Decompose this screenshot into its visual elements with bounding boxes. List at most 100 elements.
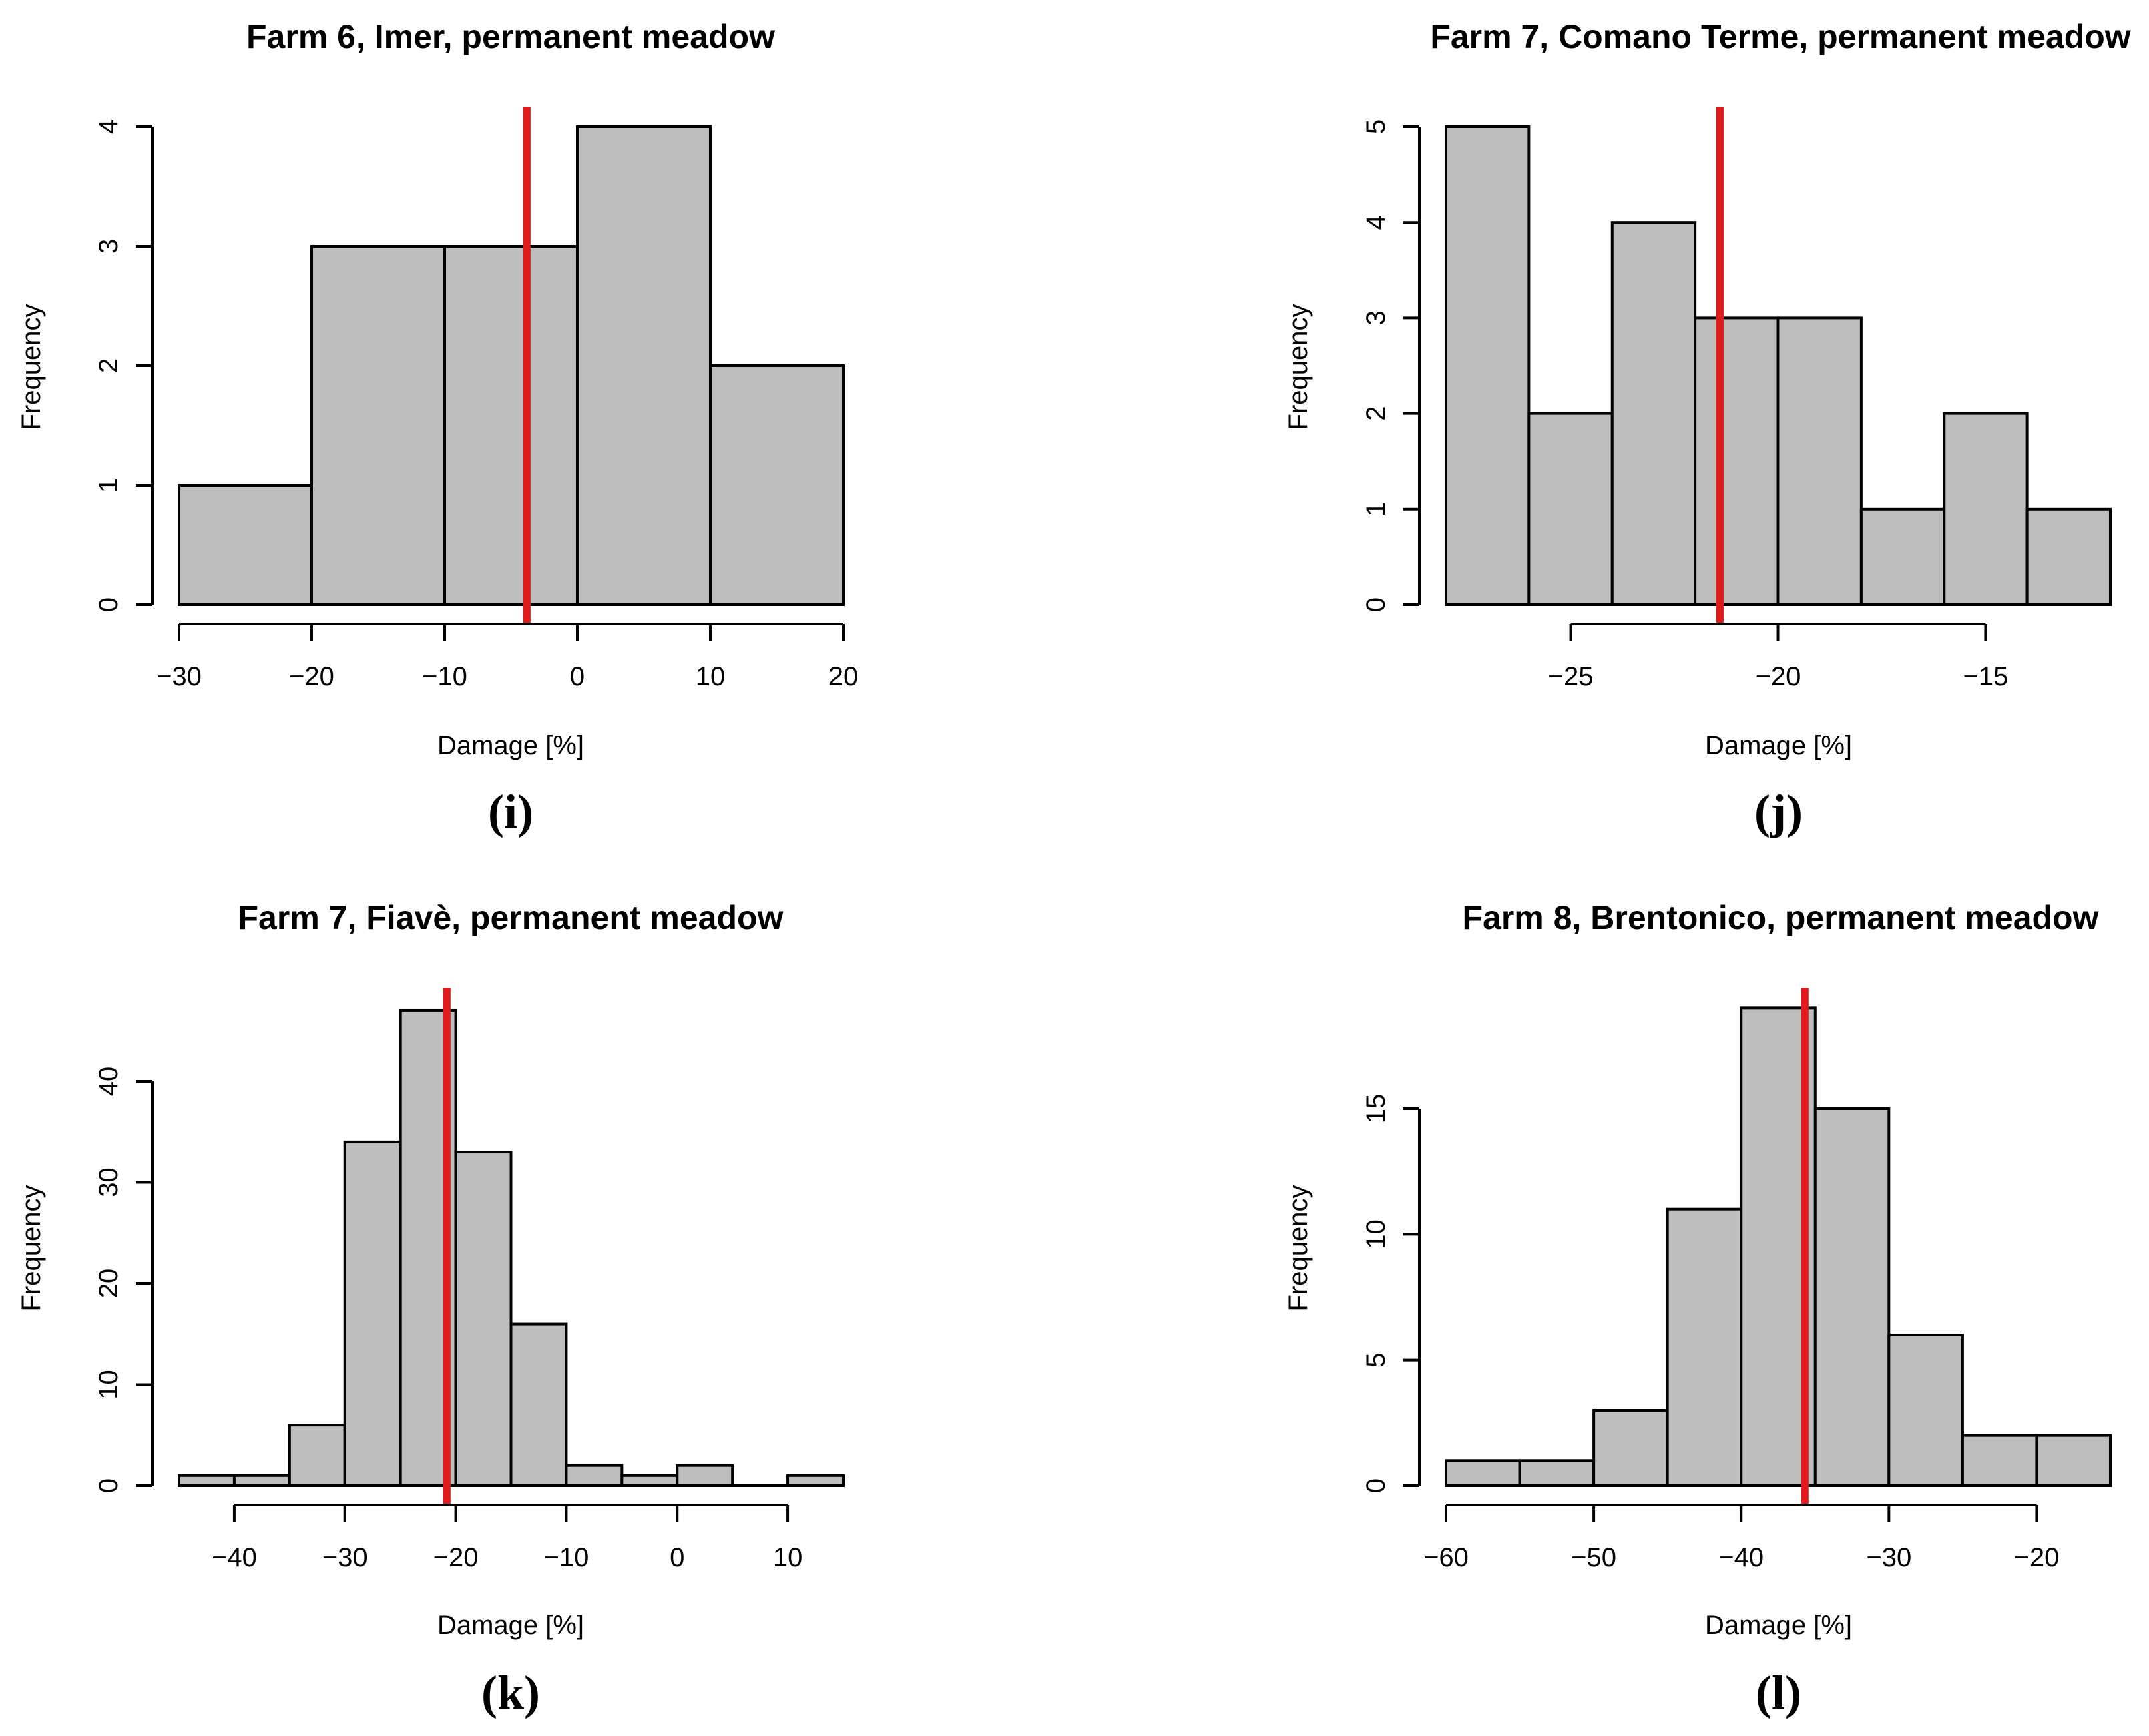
x-tick-label: 10 [773,1543,803,1572]
panel-label: (l) [1756,1666,1801,1719]
y-tick-label: 15 [1361,1094,1391,1124]
y-tick-label: 0 [94,1478,124,1493]
x-tick-label: −50 [1571,1543,1616,1572]
x-axis-label: Damage [%] [437,1611,584,1640]
x-tick-label: −40 [1718,1543,1764,1572]
histogram-bar [1859,507,1946,606]
histogram-bar [232,1474,291,1488]
x-tick-label: −40 [212,1543,257,1572]
histogram-bar [288,1424,346,1488]
x-tick-label: 20 [828,662,859,691]
x-axis-label: Damage [%] [1705,731,1852,760]
x-tick-label: −20 [2014,1543,2060,1572]
histogram-bar [1592,1409,1669,1487]
x-axis: −30 −20 −10 0 10 20 [156,623,859,691]
y-tick-label: 2 [1361,406,1391,420]
y-tick-label: 40 [94,1067,124,1097]
histogram-bar [1887,1334,1964,1487]
x-tick-label: −30 [1866,1543,1911,1572]
histogram-bar [1445,125,1531,606]
histogram-bar [1776,316,1863,606]
bars [178,125,845,606]
x-tick-label: −10 [422,662,467,691]
x-tick-label: −60 [1423,1543,1469,1572]
histogram-bar [2035,1434,2112,1488]
histogram-bar [1527,412,1614,606]
x-axis-label: Damage [%] [1705,1611,1852,1640]
histogram-bar [509,1322,568,1487]
y-axis: 0 5 10 15 [1361,1094,1421,1493]
histogram-bar [1518,1459,1596,1487]
y-tick-label: 5 [1361,1353,1391,1368]
chart-title: Farm 7, Fiavè, permanent meadow [238,899,784,936]
bars [1445,1006,2112,1488]
panel-label: (i) [488,785,533,838]
histogram-bar [454,1151,513,1488]
y-axis-label: Frequency [1284,304,1313,430]
y-tick-label: 0 [1361,597,1391,612]
y-tick-label: 3 [1361,310,1391,325]
histogram-bar [1694,316,1780,606]
x-tick-label: −30 [156,662,202,691]
histogram-bar [1813,1107,1891,1487]
chart-title: Farm 7, Comano Terme, permanent meadow [1430,18,2130,55]
histogram-bar [1943,412,2029,606]
histogram-bar [1961,1434,2038,1488]
y-tick-label: 10 [1361,1219,1391,1249]
y-tick-label: 0 [1361,1478,1391,1493]
x-tick-label: 10 [696,662,726,691]
y-axis: 0 10 20 30 40 [94,1067,154,1493]
y-axis: 0 1 2 3 4 [94,119,154,612]
x-tick-label: −10 [543,1543,589,1572]
panel-l-farm8-brentonico: Farm 8, Brentonico, permanent meadow Dam… [1284,899,2112,1719]
y-axis-label: Frequency [17,304,46,430]
x-tick-label: −20 [289,662,334,691]
y-tick-label: 0 [94,597,124,612]
x-axis-label: Damage [%] [437,731,584,760]
histogram-bar [1666,1207,1743,1487]
x-tick-label: −20 [433,1543,479,1572]
histogram-bar [310,245,446,606]
histogram-bar [620,1474,679,1488]
y-tick-label: 4 [94,119,124,134]
x-tick-label: 0 [570,662,585,691]
x-axis: −25 −20 −15 [1548,623,2009,691]
y-tick-label: 10 [94,1370,124,1400]
histogram-bar [1610,221,1697,606]
histogram-bar [178,1474,236,1488]
panel-k-farm7-fiave: Farm 7, Fiavè, permanent meadow Damage [… [17,899,845,1719]
histogram-bar [343,1140,402,1487]
x-tick-label: −25 [1548,662,1594,691]
x-axis: −60 −50 −40 −30 −20 [1423,1504,2060,1572]
histogram-bar [576,125,712,606]
histogram-bar [2025,507,2112,606]
x-tick-label: −30 [322,1543,368,1572]
panel-j-farm7-comano-terme: Farm 7, Comano Terme, permanent meadow D… [1284,18,2131,838]
chart-title: Farm 8, Brentonico, permanent meadow [1463,899,2099,936]
histogram-bar [565,1464,624,1487]
bars [1445,125,2112,606]
y-tick-label: 4 [1361,215,1391,230]
y-tick-label: 30 [94,1167,124,1197]
y-axis: 0 1 2 3 4 5 [1361,119,1421,612]
y-tick-label: 1 [94,478,124,493]
y-tick-label: 5 [1361,119,1391,134]
panel-label: (k) [481,1666,540,1719]
x-tick-label: −20 [1756,662,1801,691]
x-tick-label: 0 [670,1543,684,1572]
y-axis-label: Frequency [1284,1185,1313,1312]
x-tick-label: −15 [1963,662,2009,691]
y-axis-label: Frequency [17,1185,46,1312]
y-tick-label: 3 [94,239,124,254]
histogram-bar [786,1474,845,1488]
panel-label: (j) [1754,785,1803,838]
bars [178,1008,845,1488]
y-tick-label: 1 [1361,502,1391,517]
histogram-bar [443,245,579,606]
y-tick-label: 20 [94,1269,124,1299]
histogram-bar [676,1464,734,1487]
chart-title: Farm 6, Imer, permanent meadow [246,18,775,55]
y-tick-label: 2 [94,358,124,373]
histogram-bar [709,364,845,606]
